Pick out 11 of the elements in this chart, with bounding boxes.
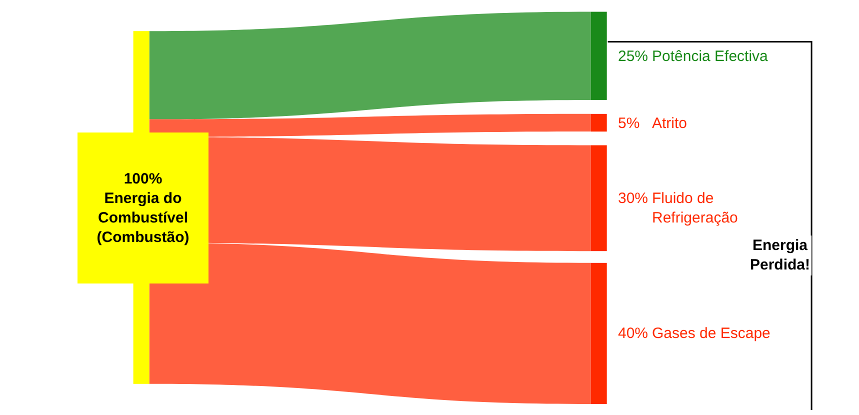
category-label: Gases de Escape (652, 325, 770, 342)
data-label: 30% (618, 190, 648, 207)
data-label: 40% (618, 325, 648, 342)
data-label: 5% (618, 115, 640, 132)
category-label: Potência Efectiva (652, 48, 769, 65)
category-label: Fluido de Refrigeração (652, 190, 738, 226)
category-label: Atrito (652, 115, 688, 132)
data-label: 25% (618, 48, 648, 65)
text: Energia Perdida! (750, 237, 810, 274)
data-label: 100% (124, 170, 162, 188)
category-label: Energia do Combustível (Combustão) (96, 190, 190, 246)
